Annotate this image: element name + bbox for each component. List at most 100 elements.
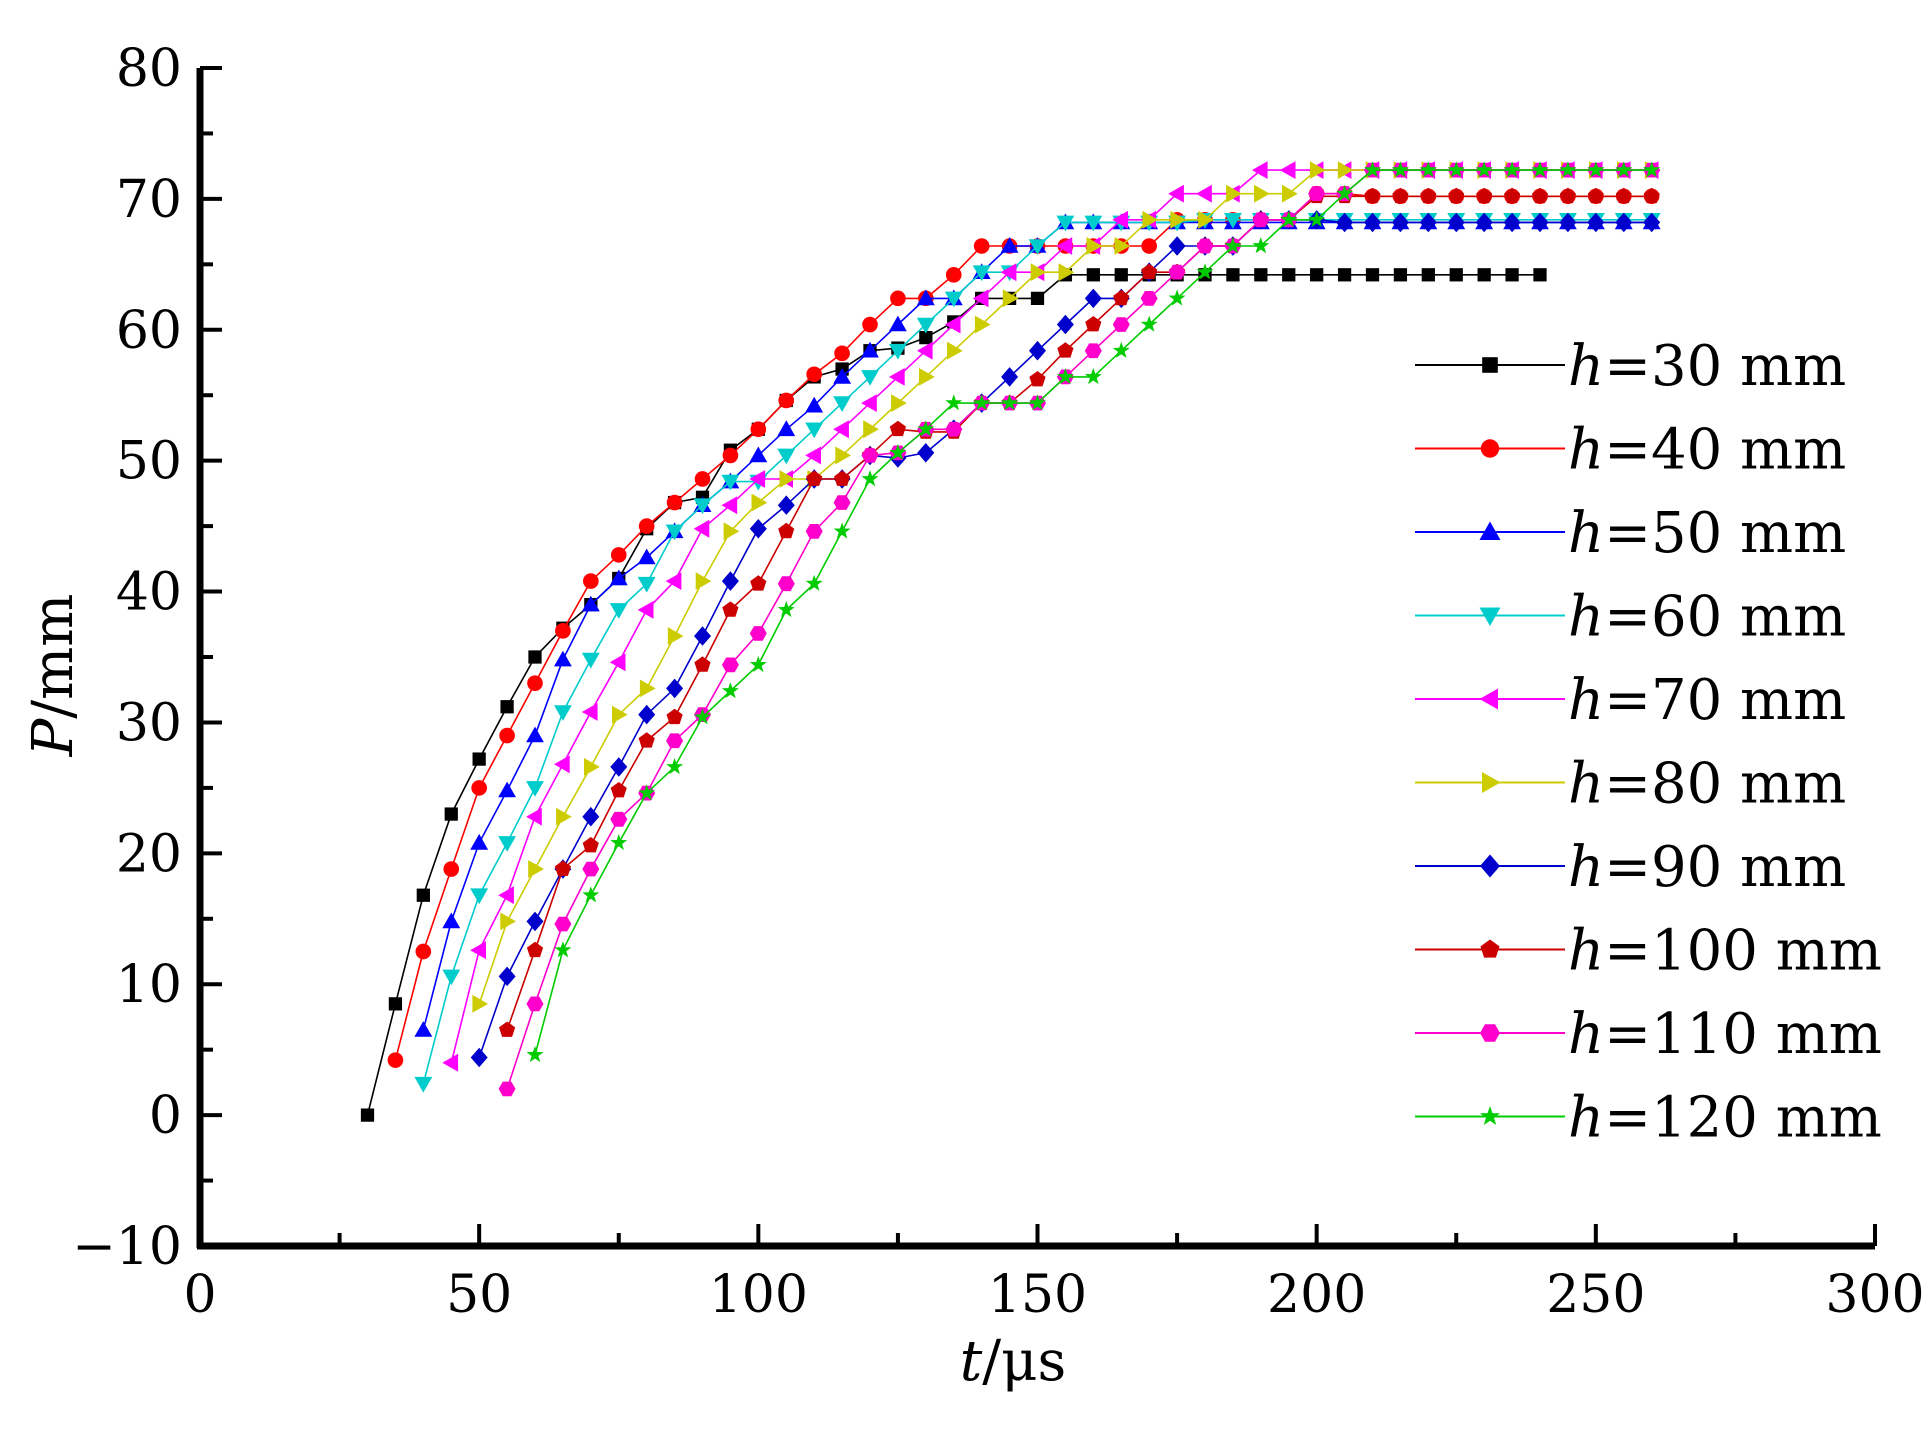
data-point [721,571,739,591]
data-point [777,576,795,592]
data-point [889,343,907,360]
data-point [442,969,461,986]
data-point [1643,187,1660,204]
data-point [889,420,906,437]
data-point [1001,367,1019,387]
data-point [806,366,822,383]
x-axis-title-italic: t [960,1329,983,1394]
data-point [722,447,739,464]
x-tick-label: 50 [446,1265,512,1325]
data-point [1309,161,1326,179]
data-point [833,495,851,510]
data-point [749,655,767,673]
data-point [581,652,600,669]
data-point [498,966,516,987]
data-point [694,656,711,672]
data-point [554,941,572,958]
legend-marker [1479,688,1498,710]
data-point [1391,161,1409,178]
data-point [806,470,823,486]
x-axis-title-unit: /μs [982,1329,1066,1394]
y-axis-title: P/mm [21,594,86,758]
data-point [777,420,796,437]
legend-label-italic: h [1568,668,1604,733]
data-point [1028,239,1047,255]
data-point [862,316,878,333]
data-point [1336,212,1354,233]
data-point [1279,161,1296,179]
data-point [1140,291,1158,306]
data-point [805,574,823,591]
legend-label-italic: h [1568,585,1604,650]
data-point [1475,212,1493,233]
data-point [916,341,933,360]
data-point [666,708,683,725]
data-point [1336,184,1354,201]
data-point [1282,268,1296,282]
data-point [1448,187,1465,204]
data-point [919,368,935,386]
legend-marker [1479,521,1501,540]
data-point [1531,212,1549,233]
data-point [526,1046,544,1063]
data-point [1587,187,1604,204]
data-point [470,941,486,960]
data-point [498,781,516,798]
data-point [1086,237,1103,255]
data-point [1196,238,1214,254]
series-h-90-mm [470,210,1661,1068]
legend-item: h=80 mm [1415,752,1846,817]
data-point [749,446,768,463]
legend-label-rest: =50 mm [1604,501,1846,566]
y-tick-label: 20 [116,824,182,884]
legend-label: h=60 mm [1568,585,1846,650]
legend-marker [1480,939,1500,958]
data-point [555,623,571,639]
data-point [1391,212,1409,233]
data-point [666,494,683,511]
legend-label-rest: =120 mm [1604,1086,1882,1151]
data-point [470,1047,488,1068]
data-point [1587,161,1605,178]
data-point [1056,368,1074,385]
data-point [526,996,544,1012]
data-point [1084,368,1102,385]
data-point [498,836,516,852]
legend-label: h=40 mm [1568,418,1846,483]
data-point [973,238,990,254]
data-point [1029,371,1046,387]
data-point [833,522,851,539]
series-line [394,192,1652,1061]
legend-label-rest: =30 mm [1604,334,1846,399]
data-point [1280,210,1298,228]
series-layer [360,161,1661,1122]
data-point [778,522,795,539]
data-point [945,394,963,411]
series-h-120-mm [526,161,1661,1063]
data-point [863,420,879,439]
data-point [1198,210,1214,229]
data-point [1002,289,1019,308]
data-point [1310,268,1324,282]
data-point [1337,268,1352,282]
data-point [665,524,684,541]
data-point [609,603,628,619]
data-point [945,266,962,283]
data-point [639,679,656,698]
legend-label: h=30 mm [1568,334,1846,399]
data-point [388,997,403,1011]
legend-label-italic: h [1568,501,1604,566]
data-point [638,518,655,534]
data-point [693,519,710,538]
data-point [751,493,768,512]
data-point [470,888,489,905]
legend-label-italic: h [1568,835,1604,900]
data-point [666,758,684,775]
data-point [1420,187,1437,204]
data-point [609,569,628,586]
legend-marker [1482,357,1498,373]
data-point [554,650,572,667]
data-point [528,650,542,664]
data-point [1058,263,1075,282]
